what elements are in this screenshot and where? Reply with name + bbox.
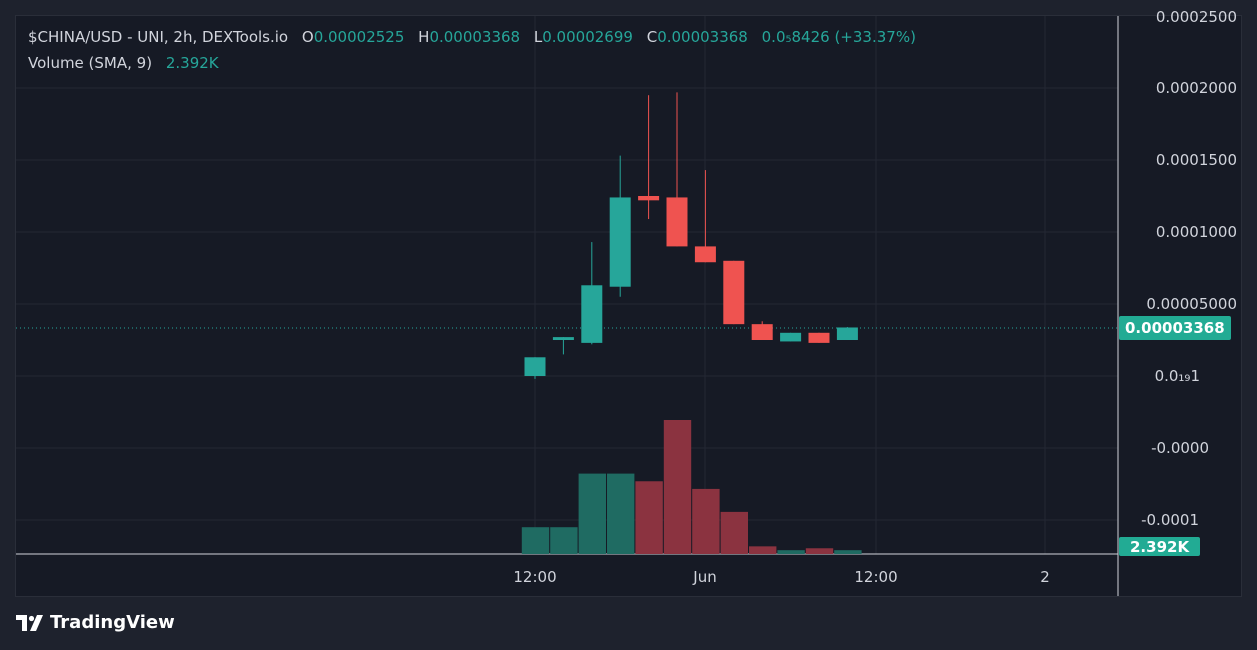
change-value: 0.0₅8426 (+33.37%) xyxy=(761,28,916,46)
time-tick: 12:00 xyxy=(513,568,557,586)
time-tick: Jun xyxy=(693,568,717,586)
ohlc-legend: $CHINA/USD - UNI, 2h, DEXTools.io O0.000… xyxy=(28,28,916,46)
candle-body xyxy=(808,332,830,343)
last-price-tag: 0.00003368 xyxy=(1119,316,1231,340)
volume-label[interactable]: Volume (SMA, 9) xyxy=(28,54,153,72)
volume-bar xyxy=(834,550,862,554)
low-label: L xyxy=(533,28,543,46)
close-value: 0.00003368 xyxy=(657,28,748,46)
candle-body xyxy=(609,197,631,287)
high-value: 0.00003368 xyxy=(429,28,521,46)
volume-value: 2.392K xyxy=(165,54,219,72)
close-label: C xyxy=(646,28,658,46)
tradingview-logo[interactable]: TradingView xyxy=(16,612,175,633)
volume-bar xyxy=(749,546,777,554)
high-label: H xyxy=(418,28,430,46)
price-tick: -0.0001 xyxy=(1141,511,1199,529)
price-tick: 0.00005000 xyxy=(1146,295,1237,313)
volume-bar xyxy=(777,550,805,554)
time-tick: 2 xyxy=(1040,568,1050,586)
low-value: 0.00002699 xyxy=(542,28,633,46)
volume-bar xyxy=(521,527,550,554)
open-label: O xyxy=(301,28,314,46)
volume-bar xyxy=(578,473,606,554)
brand-name: TradingView xyxy=(50,612,175,633)
volume-tag: 2.392K xyxy=(1119,537,1201,556)
symbol-label[interactable]: $CHINA/USD - UNI, 2h, DEXTools.io xyxy=(28,28,289,46)
price-tick: -0.0000 xyxy=(1151,439,1209,457)
price-tick: 0.0002000 xyxy=(1155,79,1237,97)
candle-body xyxy=(836,327,858,340)
volume-bar xyxy=(805,548,834,554)
candle-body xyxy=(694,246,716,263)
tradingview-icon xyxy=(16,614,43,631)
candle-body xyxy=(581,285,603,343)
candle-body xyxy=(780,332,802,342)
candles xyxy=(524,92,858,379)
candle-body xyxy=(723,260,745,325)
candle-body xyxy=(552,337,574,340)
volume-legend: Volume (SMA, 9) 2.392K xyxy=(28,54,219,72)
volume-bar xyxy=(607,473,635,554)
volume-bar xyxy=(635,481,663,554)
candle-body xyxy=(524,357,546,376)
candle-body xyxy=(666,197,688,247)
volume-bar xyxy=(550,527,578,554)
time-tick: 12:00 xyxy=(854,568,898,586)
volume-bar xyxy=(692,488,720,554)
price-tick: 0.0₁₉1 xyxy=(1154,367,1200,385)
grid-lines xyxy=(16,16,1118,554)
price-tick: 0.0001500 xyxy=(1155,151,1237,169)
volume-bar xyxy=(663,420,692,554)
price-tick: 0.0002500 xyxy=(1155,8,1237,26)
price-tick: 0.0001000 xyxy=(1155,223,1237,241)
candle-body xyxy=(638,196,660,201)
volume-bars xyxy=(521,420,862,554)
open-value: 0.00002525 xyxy=(313,28,405,46)
volume-bar xyxy=(720,511,748,554)
candle-body xyxy=(751,324,773,340)
